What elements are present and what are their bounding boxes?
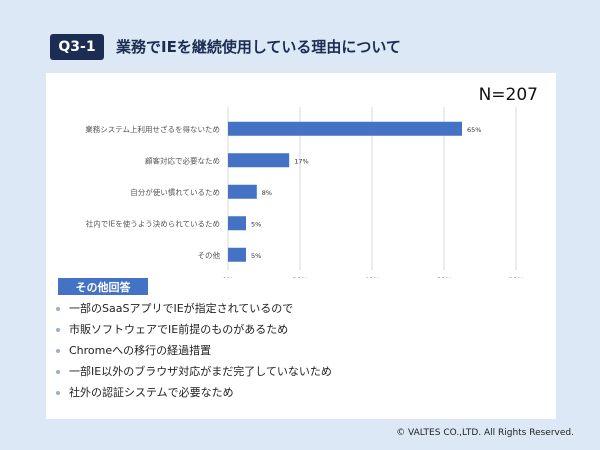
list-item-text: 社外の認証システムで必要なため — [69, 386, 234, 399]
data-label: 5% — [251, 220, 261, 228]
copyright-text: © VALTES CO.,LTD. All Rights Reserved. — [396, 428, 574, 438]
list-item-text: 一部IE以外のブラウザ対応がまだ完了していないため — [69, 365, 332, 378]
x-tick-label: 80% — [508, 277, 524, 279]
bar — [228, 216, 246, 231]
page-title: 業務でIEを継続使用している理由について — [116, 38, 401, 56]
list-item-text: 一部のSaaSアプリでIEが指定されているので — [69, 302, 294, 315]
list-item-text: 市販ソフトウェアでIE前提のものがあるため — [69, 323, 289, 336]
data-label: 65% — [467, 126, 481, 134]
category-label: その他 — [198, 250, 221, 260]
list-item: 社外の認証システムで必要なため — [54, 382, 332, 403]
category-label: 自分が使い慣れているため — [130, 187, 220, 197]
bar — [228, 184, 257, 199]
sample-size-label: N=207 — [478, 85, 538, 105]
x-tick-label: 0% — [222, 277, 233, 279]
bar — [228, 153, 290, 168]
bullet-icon — [56, 306, 60, 311]
list-item: 市販ソフトウェアでIE前提のものがあるため — [54, 319, 332, 340]
bullet-icon — [56, 348, 60, 353]
list-item: Chromeへの移行の経過措置 — [54, 340, 332, 361]
list-item-text: Chromeへの移行の経過措置 — [69, 344, 212, 357]
other-answers-label: その他回答 — [58, 278, 148, 295]
list-item: 一部IE以外のブラウザ対応がまだ完了していないため — [54, 361, 332, 382]
question-number-badge: Q3-1 — [50, 34, 104, 60]
bullet-icon — [56, 390, 60, 395]
bar-chart: 0% 20% 40% 60% 80% 業務システム上利用せざるを得ないため 65% 顧客対応で… — [85, 107, 524, 279]
list-item: 一部のSaaSアプリでIEが指定されているので — [54, 298, 332, 319]
other-answers-list: 一部のSaaSアプリでIEが指定されているので 市販ソフトウェアでIE前提のもの… — [54, 298, 332, 403]
x-tick-label: 20% — [292, 277, 308, 279]
category-label: 業務システム上利用せざるを得ないため — [85, 124, 220, 134]
bullet-icon — [56, 369, 60, 374]
bar — [228, 247, 246, 262]
data-label: 5% — [251, 252, 261, 260]
x-tick-label: 40% — [364, 277, 380, 279]
category-label: 顧客対応で必要なため — [145, 155, 220, 165]
bar — [228, 121, 462, 136]
bullet-icon — [56, 327, 60, 332]
data-label: 8% — [262, 189, 272, 197]
data-label: 17% — [294, 157, 308, 165]
category-label: 社内でIEを使うよう決められているため — [86, 218, 220, 228]
x-tick-label: 60% — [436, 277, 452, 279]
content-panel: N=207 0% 20% 40% 60% 80% 業務システム上利用せざるを得ないため 65… — [46, 73, 556, 419]
